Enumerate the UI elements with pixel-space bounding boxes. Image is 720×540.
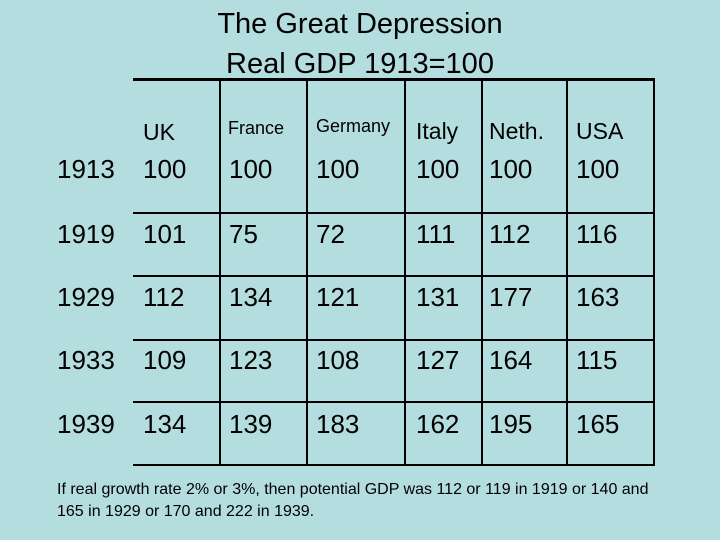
table-cell: 100	[489, 154, 533, 184]
table-cell: 101	[143, 219, 187, 249]
table-cell: 111	[416, 219, 456, 249]
table-cell: 134	[143, 409, 187, 439]
column-divider	[404, 80, 406, 466]
footnote: If real growth rate 2% or 3%, then poten…	[57, 481, 649, 520]
row-year-1929: 1929	[57, 282, 115, 312]
column-header-usa: USA	[576, 118, 624, 144]
table-cell: 100	[229, 154, 273, 184]
table-cell: 164	[489, 345, 533, 375]
row-year-1919: 1919	[57, 219, 115, 249]
table-cell: 165	[576, 409, 620, 439]
column-divider	[566, 80, 568, 466]
column-header-uk: UK	[143, 119, 175, 145]
slide-title-line-1: The Great Depression	[217, 8, 503, 40]
table-cell: 100	[316, 154, 360, 184]
table-cell: 116	[576, 219, 618, 249]
table-cell: 139	[229, 409, 273, 439]
row-divider	[133, 212, 655, 214]
table-cell: 123	[229, 345, 273, 375]
table-cell: 75	[229, 219, 258, 249]
table-cell: 127	[416, 345, 460, 375]
table-cell: 131	[416, 282, 460, 312]
row-divider	[133, 339, 655, 341]
table-top-border	[133, 78, 655, 81]
table-cell: 112	[489, 219, 531, 249]
row-divider	[133, 401, 655, 403]
table-cell: 115	[576, 345, 618, 375]
table-cell: 162	[416, 409, 460, 439]
table-cell: 177	[489, 282, 533, 312]
table-bottom-border	[133, 464, 655, 466]
column-header-netherlands: Neth.	[489, 118, 544, 144]
row-year-1913: 1913	[57, 154, 115, 184]
row-year-1939: 1939	[57, 409, 115, 439]
table-cell: 100	[576, 154, 620, 184]
row-divider	[133, 275, 655, 277]
table-cell: 121	[316, 282, 360, 312]
table-cell: 112	[143, 282, 185, 312]
column-header-germany: Germany	[316, 116, 391, 136]
table-cell: 195	[489, 409, 533, 439]
table-cell: 108	[316, 345, 360, 375]
slide-title-line-2: Real GDP 1913=100	[226, 48, 494, 80]
table-cell: 109	[143, 345, 187, 375]
table-cell: 100	[143, 154, 187, 184]
table-cell: 100	[416, 154, 460, 184]
table-cell: 163	[576, 282, 620, 312]
column-divider	[306, 80, 308, 466]
column-divider	[219, 80, 221, 466]
row-year-1933: 1933	[57, 345, 115, 375]
table-cell: 183	[316, 409, 360, 439]
table-cell: 72	[316, 219, 345, 249]
column-divider	[481, 80, 483, 466]
table-right-border	[653, 80, 655, 466]
column-header-italy: Italy	[416, 118, 459, 144]
table-cell: 134	[229, 282, 273, 312]
column-header-france: France	[228, 118, 285, 138]
